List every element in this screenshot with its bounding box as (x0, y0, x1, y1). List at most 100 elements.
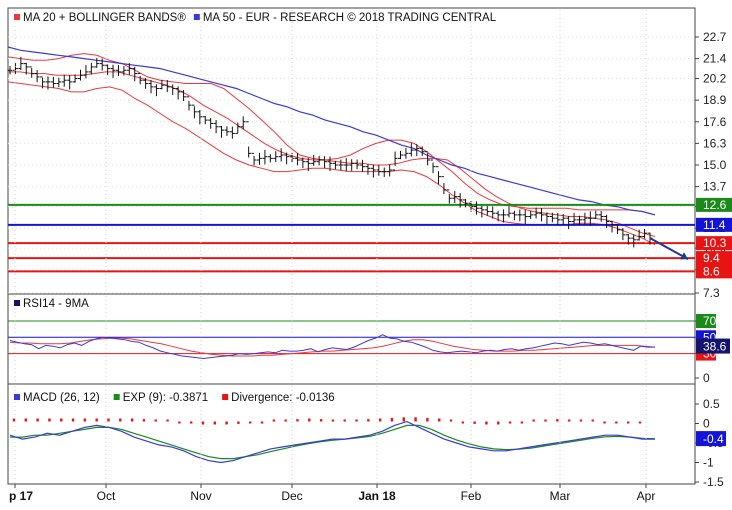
current-badge (696, 431, 726, 447)
divergence-bar (556, 419, 559, 422)
divergence-bar (414, 417, 417, 422)
divergence-bar (390, 417, 394, 422)
level-badge (696, 197, 732, 212)
divergence-bar (367, 419, 370, 422)
divergence-bar (638, 421, 642, 424)
x-tick-label: Dec (281, 489, 302, 503)
divergence-bar (296, 419, 299, 422)
divergence-bar (24, 418, 28, 422)
legend-swatch (113, 394, 120, 400)
divergence-bar (461, 421, 465, 424)
divergence-bar (260, 421, 264, 424)
y-tick-label: 0.5 (703, 397, 720, 411)
legend-swatch (222, 394, 229, 400)
y-tick-label: 20.2 (703, 72, 727, 86)
rsi-ma-line (9, 337, 656, 357)
divergence-bar (166, 419, 169, 422)
level-label: 9.4 (703, 251, 720, 265)
y-tick-label: -1 (703, 456, 714, 470)
legend-label: MA 50 - EUR - RESEARCH © 2018 TRADING CE… (203, 12, 497, 24)
rsi-line (9, 334, 655, 360)
divergence-bar (142, 419, 146, 422)
divergence-bar (355, 419, 358, 422)
current-label: -0.4 (703, 432, 724, 446)
divergence-bar (532, 419, 535, 422)
divergence-bar (71, 418, 75, 422)
x-tick-label: p 17 (9, 489, 33, 503)
legend-swatch (193, 14, 200, 20)
bollinger-upper-line (7, 53, 656, 216)
current-label: 38.6 (703, 340, 727, 354)
divergence-bar (119, 418, 122, 422)
y-tick-label: 22.7 (703, 30, 727, 44)
divergence-bar (319, 419, 323, 422)
divergence-bar (485, 421, 488, 425)
forecast-arrowhead (680, 252, 688, 260)
divergence-bar (36, 418, 39, 422)
macd-line (9, 420, 655, 464)
divergence-bar (284, 419, 287, 422)
ma20-line (8, 71, 656, 237)
divergence-bar (154, 419, 157, 422)
divergence-bar (130, 418, 134, 422)
y-tick-label: 16.3 (703, 136, 727, 150)
level-badge (696, 314, 716, 328)
y-tick-label: 13.7 (703, 180, 727, 194)
y-tick-label: -1.5 (703, 475, 724, 489)
x-tick-label: Mar (550, 489, 571, 503)
level-badge (696, 236, 732, 251)
y-tick-label: 17.6 (703, 115, 727, 129)
divergence-bar (237, 421, 240, 424)
legend-label: Divergence: -0.0136 (231, 392, 335, 404)
divergence-bar (12, 418, 16, 422)
divergence-bar (567, 419, 571, 422)
macd-panel: 0.50-0.5-1-1.5-0.4 (7, 383, 726, 489)
divergence-bar (95, 418, 98, 422)
divergence-bar (213, 421, 216, 425)
x-tick-label: Jan 18 (358, 489, 396, 503)
x-tick-label: Nov (190, 489, 211, 503)
level-badge (696, 217, 732, 232)
y-tick-label: 21.4 (703, 52, 727, 66)
forecast-arrow (649, 237, 689, 260)
divergence-bar (83, 418, 87, 422)
divergence-bar (60, 418, 63, 422)
divergence-bar (331, 419, 335, 422)
divergence-bar (626, 421, 630, 424)
legend-label: RSI14 - 9MA (23, 298, 89, 310)
x-axis: p 17 Oct Nov Dec Jan 18 Feb Mar Apr (9, 10, 655, 503)
divergence-bar (48, 418, 51, 422)
y-tick-label: 18.9 (703, 93, 727, 107)
x-tick-label: Oct (97, 489, 116, 503)
level-label: 8.6 (703, 264, 720, 278)
level-label: 70 (703, 314, 717, 328)
ma50-line (7, 46, 656, 216)
legend-swatch (14, 300, 20, 306)
divergence-bar (107, 418, 110, 422)
divergence-bar (201, 421, 205, 425)
divergence-bar (189, 421, 193, 424)
divergence-bar (579, 419, 583, 422)
legend-swatch (14, 394, 20, 400)
rsi-frame (7, 293, 696, 385)
divergence-bar (497, 421, 500, 425)
divergence-bar (378, 418, 382, 422)
divergence-bar (449, 419, 453, 422)
legend-label: MACD (26, 12) (23, 392, 100, 404)
y-tick-label: 7.3 (703, 286, 720, 300)
divergence-bar (343, 419, 346, 422)
signal-line (10, 424, 656, 460)
price-frame (7, 7, 696, 295)
divergence-bar (508, 421, 512, 424)
x-tick-label: Feb (461, 489, 482, 503)
macd-frame (7, 383, 696, 485)
divergence-bar (402, 417, 405, 422)
rsi-panel: 705030070503038.6 (7, 293, 730, 385)
legend-label: MA 20 + BOLLINGER BANDS® (23, 12, 186, 24)
y-tick-label: 0 (703, 371, 710, 385)
level-label: 12.6 (703, 198, 727, 212)
legend-swatch (14, 14, 20, 20)
divergence-bar (308, 418, 311, 422)
level-label: 11.4 (703, 218, 726, 232)
